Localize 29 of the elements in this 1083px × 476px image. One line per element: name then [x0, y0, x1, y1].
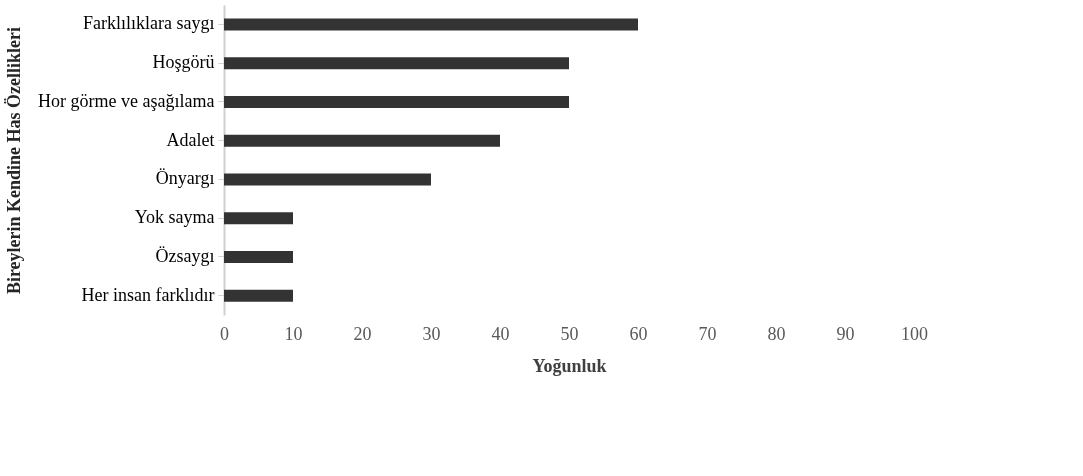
x-tick-label: 80: [767, 323, 786, 344]
x-tick-label: 10: [284, 323, 303, 344]
bar: [224, 18, 638, 31]
x-tick-label: 30: [422, 323, 441, 344]
y-tick-label: Hoşgörü: [152, 52, 215, 73]
x-tick-label: 90: [836, 323, 855, 344]
y-tick-label: Önyargı: [155, 168, 215, 189]
y-tick-label: Her insan farklıdır: [81, 284, 215, 305]
x-tick-label: 20: [353, 323, 372, 344]
y-tick-label: Yok sayma: [134, 207, 215, 228]
x-tick-label: 40: [491, 323, 510, 344]
x-axis-title: Yoğunluk: [532, 355, 607, 376]
x-tick-label: 0: [220, 323, 229, 344]
bar: [224, 95, 569, 108]
bar: [224, 134, 500, 147]
bar: [224, 289, 293, 302]
y-tick-label: Özsaygı: [155, 245, 215, 266]
x-tick-label: 70: [698, 323, 717, 344]
bar: [224, 250, 293, 263]
x-tick-label: 60: [629, 323, 648, 344]
bar: [224, 173, 431, 186]
x-tick-label: 50: [560, 323, 579, 344]
y-tick-label: Adalet: [166, 129, 215, 150]
y-tick-label: Hor görme ve aşağılama: [38, 90, 215, 111]
y-axis-title: Bireylerin Kendine Has Özellikleri: [4, 26, 25, 295]
bar: [224, 57, 569, 70]
x-tick-label: 100: [901, 323, 928, 344]
bar: [224, 212, 293, 225]
y-tick-label: Farklılıklara saygı: [83, 13, 215, 34]
